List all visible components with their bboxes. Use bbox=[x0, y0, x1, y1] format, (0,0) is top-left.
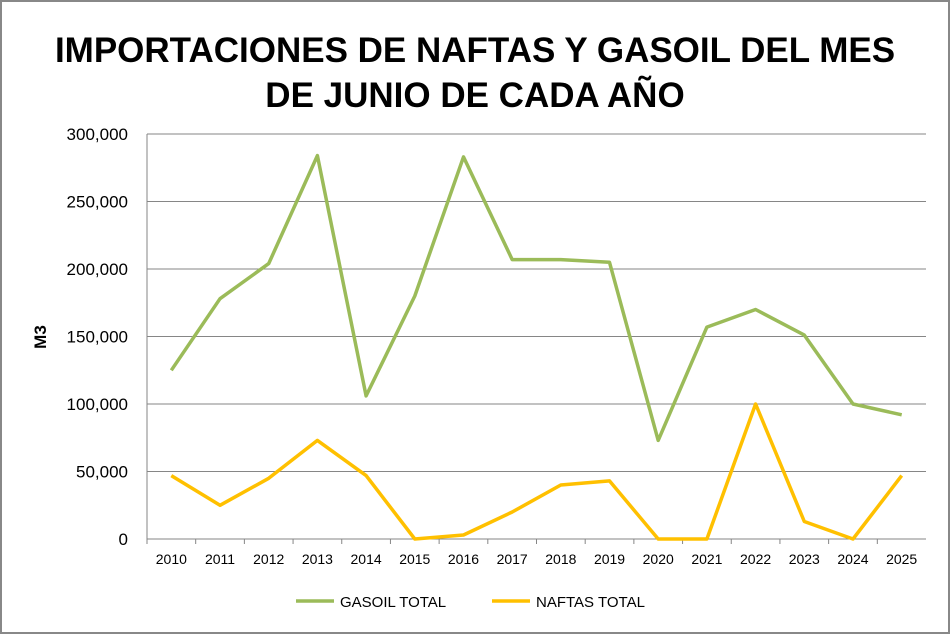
x-tick-label: 2012 bbox=[253, 551, 284, 567]
y-tick-label: 50,000 bbox=[76, 463, 128, 482]
y-tick-label: 150,000 bbox=[67, 328, 128, 347]
x-tick-label: 2019 bbox=[594, 551, 625, 567]
x-tick-label: 2014 bbox=[351, 551, 382, 567]
x-tick-label: 2011 bbox=[205, 551, 235, 567]
y-tick-label: 200,000 bbox=[67, 260, 128, 279]
y-axis-label: M3 bbox=[31, 325, 50, 349]
x-tick-label: 2024 bbox=[837, 551, 868, 567]
x-tick-label: 2023 bbox=[789, 551, 820, 567]
x-tick-label: 2016 bbox=[448, 551, 479, 567]
y-tick-label: 300,000 bbox=[67, 125, 128, 144]
legend-label: GASOIL TOTAL bbox=[340, 594, 446, 611]
x-tick-label: 2025 bbox=[886, 551, 917, 567]
x-tick-label: 2022 bbox=[740, 551, 771, 567]
x-tick-label: 2010 bbox=[156, 551, 187, 567]
chart-title: IMPORTACIONES DE NAFTAS Y GASOIL DEL MES… bbox=[0, 28, 950, 118]
title-line-1: IMPORTACIONES DE NAFTAS Y GASOIL DEL MES bbox=[54, 31, 896, 70]
x-tick-label: 2013 bbox=[302, 551, 333, 567]
x-tick-label: 2020 bbox=[643, 551, 674, 567]
y-tick-label: 0 bbox=[119, 530, 128, 549]
series-line-gasoil-total bbox=[169, 153, 903, 443]
x-tick-label: 2018 bbox=[545, 551, 576, 567]
x-tick-label: 2015 bbox=[399, 551, 430, 567]
x-tick-label: 2021 bbox=[691, 551, 722, 567]
y-tick-label: 250,000 bbox=[67, 193, 128, 212]
legend-label: NAFTAS TOTAL bbox=[536, 594, 645, 611]
title-line-2: DE JUNIO DE CADA AÑO bbox=[265, 76, 685, 115]
x-tick-label: 2017 bbox=[497, 551, 528, 567]
y-tick-label: 100,000 bbox=[67, 395, 128, 414]
series-line-naftas-total bbox=[170, 402, 904, 541]
